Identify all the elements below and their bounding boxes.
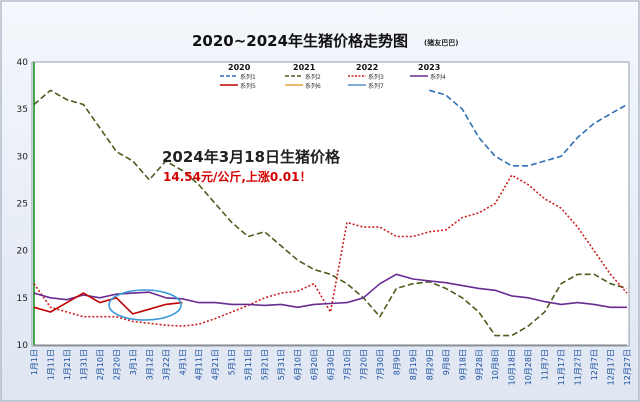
x-tick-label: 6月20日 (310, 349, 319, 380)
x-tick-label: 12月27日 (623, 349, 632, 385)
x-tick-label: 2月20日 (112, 349, 121, 380)
legend-label: 系列6 (305, 82, 321, 90)
x-tick-label: 7月10日 (343, 349, 352, 380)
x-tick-label: 3月22日 (162, 349, 171, 380)
x-tick-label: 5月31日 (277, 349, 286, 380)
x-axis: 1月1日 1月11日 1月21日 1月31日 2月10日 2月20日 3月1日 3月12日 3月… (30, 344, 632, 385)
x-tick-label: 8月19日 (409, 349, 418, 380)
legend-year-header: 2022 (356, 63, 378, 72)
y-tick-label: 35 (17, 105, 28, 115)
x-tick-label: 7月30日 (376, 349, 385, 380)
chart-title: 2020~2024年生猪价格走势图 (192, 32, 408, 50)
legend-label: 系列4 (430, 73, 446, 81)
y-axis: 10 15 20 25 30 35 40 (17, 58, 35, 351)
legend-label: 系列3 (368, 73, 384, 81)
y-tick-label: 30 (17, 152, 29, 162)
series-line-系列3 (33, 174, 628, 327)
y-tick-label: 15 (17, 294, 28, 304)
x-tick-label: 10月8日 (491, 349, 500, 380)
legend-label: 系列2 (305, 73, 321, 81)
x-tick-label: 12月17日 (607, 349, 616, 385)
x-tick-label: 10月28日 (524, 349, 533, 385)
x-tick-label: 11月27日 (574, 349, 583, 385)
headline-annotation: 2024年3月18日生猪价格 (162, 148, 341, 166)
legend-label: 系列7 (368, 82, 384, 90)
x-tick-label: 7月20日 (359, 349, 368, 380)
x-tick-label: 9月8日 (442, 349, 451, 375)
y-tick-label: 10 (17, 341, 29, 351)
x-tick-label: 5月11日 (244, 349, 253, 380)
x-tick-label: 8月29日 (425, 349, 434, 380)
x-tick-label: 5月1日 (228, 349, 237, 375)
legend: 2020 2021 2022 2023 系列1 系列2 系列3 系列4 系列5 系列6 系列7 (220, 63, 446, 90)
x-tick-label: 2月10日 (96, 349, 105, 380)
x-tick-label: 6月10日 (294, 349, 303, 380)
x-tick-label: 4月11日 (195, 349, 204, 380)
x-tick-label: 11月17日 (557, 349, 566, 385)
legend-year-header: 2021 (293, 63, 316, 72)
x-tick-label: 3月12日 (145, 349, 154, 380)
y-tick-label: 40 (17, 58, 29, 68)
x-tick-label: 6月30日 (327, 349, 336, 380)
series-line-系列5 (33, 292, 183, 315)
price-annotation: 14.54元/公斤,上涨0.01！ (163, 169, 312, 184)
legend-label: 系列1 (240, 73, 256, 81)
x-tick-label: 1月11日 (46, 349, 55, 380)
x-tick-label: 9月18日 (458, 349, 467, 380)
x-tick-label: 1月31日 (79, 349, 88, 380)
x-tick-label: 4月21日 (211, 349, 220, 380)
y-tick-label: 20 (17, 247, 29, 257)
highlight-ellipse (108, 289, 182, 321)
x-tick-label: 12月7日 (590, 349, 599, 380)
x-tick-label: 5月21日 (261, 349, 270, 380)
x-tick-label: 3月1日 (129, 349, 138, 375)
x-tick-label: 1月21日 (63, 349, 72, 380)
series-line-系列1 (429, 89, 628, 167)
x-tick-label: 1月1日 (30, 349, 39, 375)
series-line-系列2 (33, 89, 628, 337)
x-tick-label: 11月7日 (541, 349, 550, 380)
series-line-系列4 (33, 273, 627, 309)
x-tick-label: 10月18日 (508, 349, 517, 385)
chart-title-note: (猪友巴巴) (424, 38, 458, 47)
y-tick-label: 25 (17, 200, 28, 210)
x-tick-label: 9月28日 (475, 349, 484, 380)
x-tick-label: 4月1日 (178, 349, 187, 375)
legend-year-header: 2020 (228, 63, 251, 72)
x-tick-label: 8月9日 (392, 349, 401, 375)
legend-year-header: 2023 (418, 63, 440, 72)
legend-label: 系列5 (240, 82, 256, 90)
series-group (33, 89, 628, 337)
